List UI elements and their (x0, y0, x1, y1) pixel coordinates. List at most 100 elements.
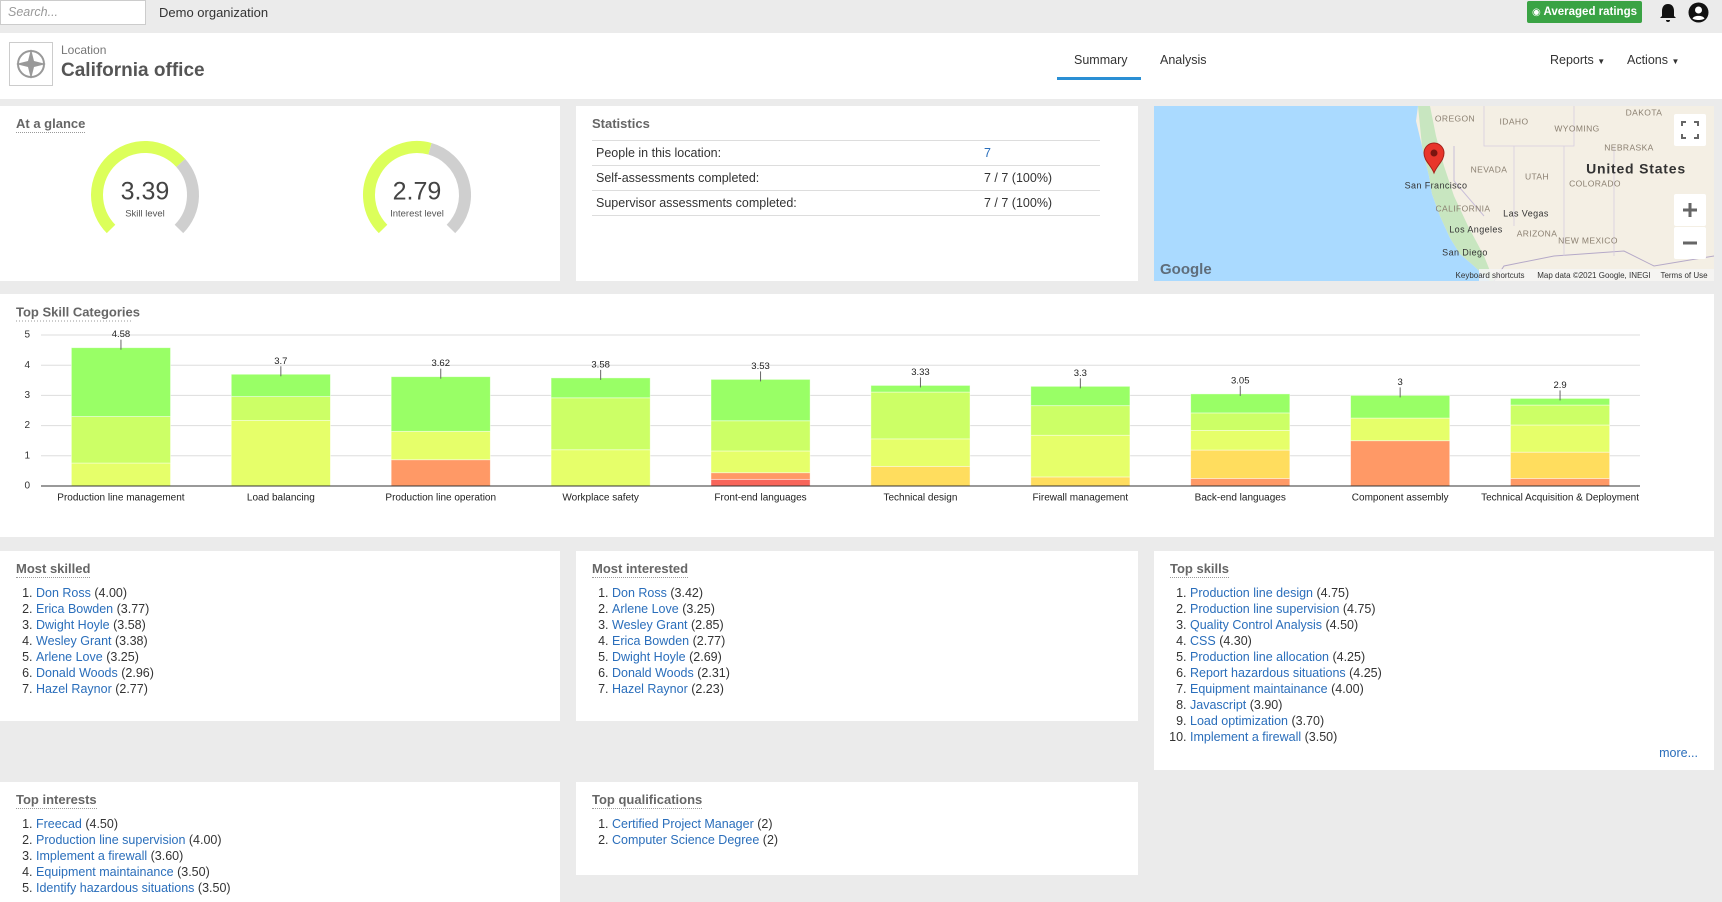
bar-segment (230, 373, 331, 398)
list-item: Production line supervision (4.75) (1190, 601, 1382, 617)
item-link[interactable]: Production line supervision (36, 833, 186, 847)
tab-summary[interactable]: Summary (1074, 53, 1128, 67)
panel-title: At a glance (16, 116, 86, 133)
map-pin[interactable] (1423, 142, 1445, 175)
item-link[interactable]: Donald Woods (612, 666, 694, 680)
item-score: (3.77) (116, 602, 150, 616)
averaged-ratings-button[interactable]: ◉ Averaged ratings (1527, 1, 1642, 23)
bar-segment (70, 462, 171, 487)
item-link[interactable]: Production line design (1190, 586, 1313, 600)
fullscreen-button[interactable] (1674, 114, 1706, 146)
list-item: Production line design (4.75) (1190, 585, 1382, 601)
organization-name[interactable]: Demo organization (159, 5, 269, 20)
map-panel[interactable]: DAKOTA OREGON IDAHO WYOMING NEBRASKA NEVADA UT… (1154, 106, 1714, 281)
y-tick-label: 4 (24, 360, 30, 371)
x-tick-label: Component assembly (1352, 493, 1449, 504)
bar-segment (1030, 405, 1131, 436)
bar-segment (1350, 417, 1451, 442)
bar-segment (230, 396, 331, 421)
item-score: (4.50) (85, 817, 118, 831)
item-score: (2.77) (115, 682, 148, 696)
zoom-out-button[interactable] (1674, 227, 1706, 259)
more-link[interactable]: more... (1659, 746, 1698, 760)
item-link[interactable]: Erica Bowden (36, 602, 114, 616)
search-box[interactable]: Search... (0, 0, 146, 25)
bar-segment (710, 450, 811, 474)
item-link[interactable]: Don Ross (36, 586, 91, 600)
item-score: (2) (757, 817, 773, 831)
zoom-in-button[interactable] (1674, 194, 1706, 226)
list-item: Implement a firewall (3.50) (1190, 729, 1382, 745)
bar-segment (550, 377, 651, 399)
item-link[interactable]: Hazel Raynor (612, 682, 688, 696)
page-header: Location California office Summary Analy… (0, 33, 1722, 99)
actions-menu[interactable]: Actions ▼ (1627, 53, 1679, 67)
bar-segment (1190, 393, 1291, 414)
bar-segment (550, 449, 651, 487)
item-link[interactable]: CSS (1190, 634, 1216, 648)
total-label: 3.62 (432, 358, 451, 369)
item-link[interactable]: Identify hazardous situations (36, 881, 195, 895)
item-link[interactable]: Equipment maintainance (36, 865, 174, 879)
item-link[interactable]: Freecad (36, 817, 82, 831)
list-item: Load optimization (3.70) (1190, 713, 1382, 729)
list-item: Report hazardous situations (4.25) (1190, 665, 1382, 681)
item-link[interactable]: Wesley Grant (612, 618, 688, 632)
item-link[interactable]: Wesley Grant (36, 634, 112, 648)
list-item: Production line supervision (4.00) (36, 832, 231, 848)
map[interactable]: DAKOTA OREGON IDAHO WYOMING NEBRASKA NEVADA UT… (1154, 106, 1714, 281)
tab-analysis[interactable]: Analysis (1160, 53, 1207, 67)
map-footer-link[interactable]: Terms of Use (1660, 271, 1708, 280)
total-label: 2.9 (1553, 380, 1566, 391)
panel-title: Top qualifications (592, 792, 703, 809)
ranked-list: Production line design (4.75)Production … (1170, 585, 1382, 745)
item-link[interactable]: Dwight Hoyle (36, 618, 110, 632)
item-link[interactable]: Production line allocation (1190, 650, 1329, 664)
item-link[interactable]: Dwight Hoyle (612, 650, 686, 664)
ranked-list: Don Ross (3.42)Arlene Love (3.25)Wesley … (592, 585, 730, 697)
item-link[interactable]: Report hazardous situations (1190, 666, 1346, 680)
reports-menu[interactable]: Reports ▼ (1550, 53, 1605, 67)
item-link[interactable]: Don Ross (612, 586, 667, 600)
map-footer-link[interactable]: Map data ©2021 Google, INEGI (1537, 271, 1651, 280)
item-link[interactable]: Production line supervision (1190, 602, 1340, 616)
item-score: (2.23) (691, 682, 724, 696)
statistics-panel: Statistics People in this location: 7 Sel… (576, 106, 1138, 281)
map-footer-link[interactable]: Keyboard shortcuts (1456, 271, 1525, 280)
top-skills-panel: Top skillsProduction line design (4.75)P… (1154, 551, 1714, 770)
item-link[interactable]: Arlene Love (612, 602, 679, 616)
item-link[interactable]: Implement a firewall (36, 849, 148, 863)
eye-icon: ◉ (1531, 7, 1541, 18)
item-link[interactable]: Hazel Raynor (36, 682, 112, 696)
item-score: (2) (762, 833, 779, 847)
bar-segment (710, 420, 811, 452)
item-link[interactable]: Quality Control Analysis (1190, 618, 1323, 632)
bar-segment (550, 397, 651, 451)
item-link[interactable]: Arlene Love (36, 650, 103, 664)
ranked-list: Don Ross (4.00)Erica Bowden (3.77)Dwight… (16, 585, 154, 697)
user-icon[interactable] (1688, 2, 1709, 23)
x-tick-label: Technical design (883, 493, 957, 504)
item-link[interactable]: Erica Bowden (612, 634, 690, 648)
item-link[interactable]: Javascript (1190, 698, 1247, 712)
bell-icon[interactable] (1659, 3, 1677, 23)
item-link[interactable]: Load optimization (1190, 714, 1288, 728)
item-link[interactable]: Implement a firewall (1190, 730, 1302, 744)
list-item: Equipment maintainance (3.50) (36, 864, 231, 880)
caret: ▼ (1671, 57, 1680, 66)
state-label: WYOMING (1554, 123, 1599, 133)
item-link[interactable]: Computer Science Degree (612, 833, 760, 847)
total-label: 4.58 (112, 329, 131, 340)
header-kicker: Location (61, 43, 107, 57)
statistics-table: People in this location: 7 Self-assessmen… (592, 140, 1100, 216)
item-link[interactable]: Donald Woods (36, 666, 118, 680)
stat-value[interactable]: 7 (980, 140, 1100, 166)
bar-segment (390, 376, 491, 432)
x-tick-label: Back-end languages (1195, 493, 1286, 504)
item-link[interactable]: Certified Project Manager (612, 817, 754, 831)
total-label: 3.58 (591, 359, 610, 370)
total-label: 3 (1398, 377, 1403, 388)
item-link[interactable]: Equipment maintainance (1190, 682, 1328, 696)
item-score: (3.70) (1291, 714, 1325, 728)
